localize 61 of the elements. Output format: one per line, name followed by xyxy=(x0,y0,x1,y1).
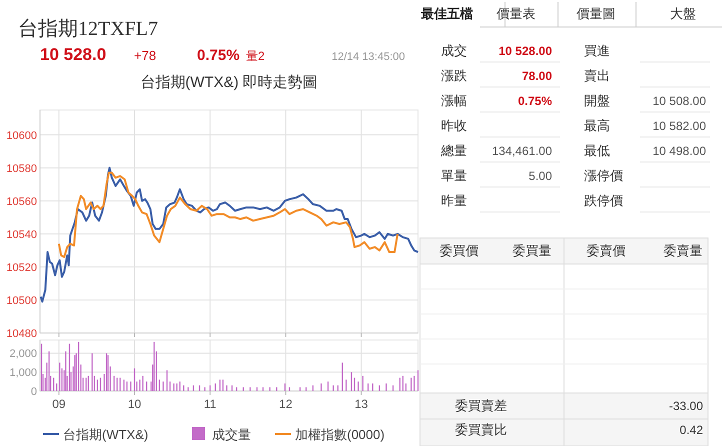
text: 最低 xyxy=(584,143,610,158)
text: -33.00 xyxy=(668,399,704,413)
text: 0.42 xyxy=(680,423,704,437)
y-tick-label: 10580 xyxy=(6,162,37,175)
y-tick-label: 10480 xyxy=(6,328,37,340)
text: 10 528.0 xyxy=(40,45,106,64)
text: 最佳五檔 xyxy=(420,6,473,21)
text: 0.75% xyxy=(518,94,552,108)
y-tick-label: 0 xyxy=(30,386,37,398)
text: 量2 xyxy=(246,49,265,63)
text: 委買賣比 xyxy=(455,422,507,437)
text: 0.75% xyxy=(197,47,240,64)
text: 10 582.00 xyxy=(652,119,706,133)
text: 最高 xyxy=(584,118,610,133)
line-series xyxy=(58,172,399,258)
x-tick-label: 13 xyxy=(354,397,368,411)
text: 10 508.00 xyxy=(652,94,706,108)
text: 12/14 13:45:00 xyxy=(332,51,405,63)
legend-label: 加權指數(0000) xyxy=(295,427,385,442)
y-tick-label: 10560 xyxy=(6,196,37,208)
text: 委買賣差 xyxy=(455,398,507,413)
text: 10 498.00 xyxy=(652,144,706,158)
text: 買進 xyxy=(584,43,610,58)
text: 總量 xyxy=(440,143,467,158)
text: 跌停價 xyxy=(584,193,623,208)
text: +78 xyxy=(134,48,156,63)
x-tick-label: 11 xyxy=(204,397,217,411)
x-tick-label: 12 xyxy=(279,397,293,411)
text: 昨收 xyxy=(441,118,467,133)
y-tick-label: 10500 xyxy=(6,294,37,307)
text: 價量圖 xyxy=(576,6,616,21)
y-tick-label: 1,000 xyxy=(9,367,37,380)
text: 單量 xyxy=(441,168,467,183)
text: 漲幅 xyxy=(441,93,467,108)
text: 5.00 xyxy=(528,169,552,183)
text: 台指期12TXFL7 xyxy=(18,18,158,40)
y-tick-label: 10600 xyxy=(6,130,37,142)
text: 漲停價 xyxy=(584,168,623,183)
text: 成交 xyxy=(441,43,467,58)
text: 委賣價 xyxy=(586,243,626,258)
x-tick-label: 10 xyxy=(128,397,142,411)
legend-label: 台指期(WTX&) xyxy=(63,427,148,442)
line-series xyxy=(40,166,419,303)
legend-label: 成交量 xyxy=(212,427,251,442)
text: 134,461.00 xyxy=(492,144,552,158)
text: 委買量 xyxy=(512,243,552,258)
y-tick-label: 10520 xyxy=(6,262,37,274)
text: 委買價 xyxy=(440,243,478,258)
y-tick-label: 2,000 xyxy=(9,348,37,360)
text: 漲跌 xyxy=(441,68,467,83)
x-tick-label: 09 xyxy=(52,397,66,411)
text: 價量表 xyxy=(496,6,536,21)
text: 10 528.00 xyxy=(498,44,552,58)
text: 賣出 xyxy=(584,68,610,83)
text: 大盤 xyxy=(670,6,696,21)
y-tick-label: 10540 xyxy=(6,228,37,241)
text: 開盤 xyxy=(584,93,610,108)
chart-title: 台指期(WTX&) 即時走勢圖 xyxy=(140,74,318,91)
text: 昨量 xyxy=(441,193,467,208)
text: 78.00 xyxy=(522,69,552,83)
text: 委賣量 xyxy=(664,243,702,258)
